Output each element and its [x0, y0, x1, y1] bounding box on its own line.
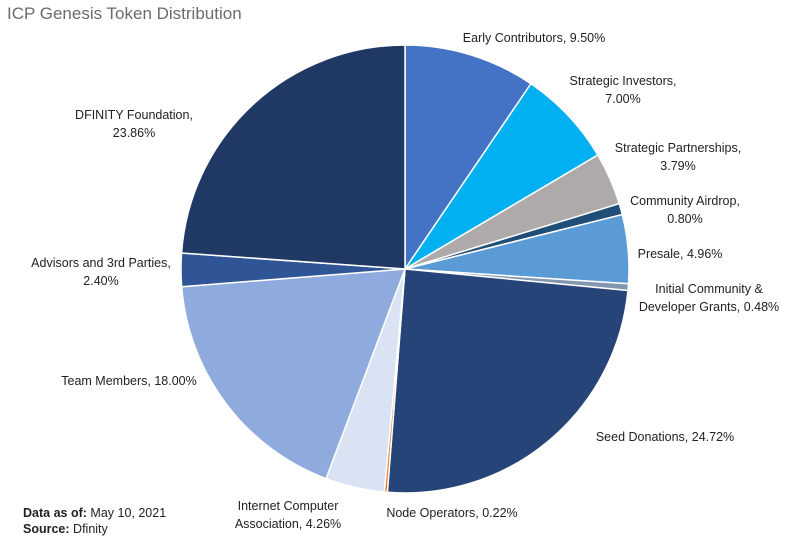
data-as-of-line: Data as of: May 10, 2021	[23, 506, 167, 520]
slice-label-dfinity-foundation: DFINITY Foundation, 23.86%	[75, 108, 193, 140]
pie-slice-team-members	[180, 268, 407, 480]
slice-label-seed-donations: Seed Donations, 24.72%	[596, 430, 734, 444]
slice-label-community-airdrop: Community Airdrop, 0.80%	[630, 194, 740, 226]
slice-label-early-contributors: Early Contributors, 9.50%	[463, 31, 605, 45]
slice-label-presale: Presale, 4.96%	[638, 247, 723, 261]
source-value: Dfinity	[73, 522, 108, 536]
data-as-of-label: Data as of	[23, 506, 83, 520]
chart-title: ICP Genesis Token Distribution	[7, 4, 242, 23]
source-label: Source	[23, 522, 66, 536]
data-as-of-value: May 10, 2021	[90, 506, 167, 520]
slice-label-strategic-partnerships: Strategic Partnerships, 3.79%	[615, 141, 741, 173]
slice-label-strategic-investors: Strategic Investors, 7.00%	[570, 74, 677, 106]
slice-label-node-operators: Node Operators, 0.22%	[386, 506, 517, 520]
slice-label-team-members: Team Members, 18.00%	[61, 374, 196, 388]
pie-slice-dfinity-foundation	[180, 44, 406, 270]
slice-label-internet-computer-association: Internet Computer Association, 4.26%	[235, 499, 341, 531]
pie-slice-seed-donations	[386, 268, 629, 494]
chart-footer: Data as of: May 10, 2021 Source: Dfinity	[23, 505, 166, 537]
pie-slice-early-contributors	[404, 44, 532, 272]
slice-label-advisors-and-3rd-parties: Advisors and 3rd Parties, 2.40%	[31, 256, 171, 288]
slice-label-initial-community-developer-grants: Initial Community & Developer Grants, 0.4…	[639, 282, 779, 314]
source-line: Source: Dfinity	[23, 522, 108, 536]
